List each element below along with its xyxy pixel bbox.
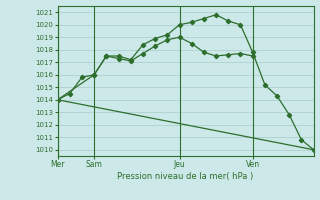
X-axis label: Pression niveau de la mer( hPa ): Pression niveau de la mer( hPa ) — [117, 172, 254, 181]
